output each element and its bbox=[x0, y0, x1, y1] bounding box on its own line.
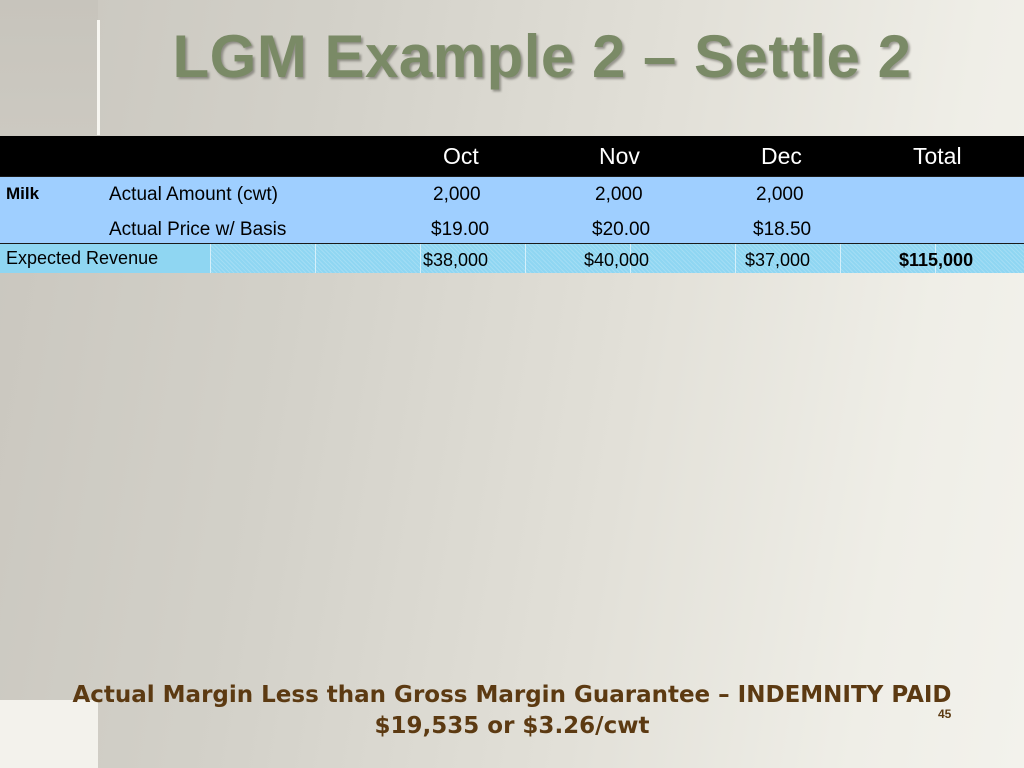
expected-revenue-row: Expected Revenue $38,000 $40,000 $37,000… bbox=[0, 244, 1024, 273]
header-oct: Oct bbox=[443, 143, 479, 169]
cell-price-nov: $20.00 bbox=[592, 219, 651, 240]
column-divider bbox=[630, 244, 631, 273]
table-header-row: Oct Nov Dec Total bbox=[0, 136, 1024, 176]
cell-amount-dec: 2,000 bbox=[756, 184, 804, 205]
cell-revenue-oct: $38,000 bbox=[423, 250, 489, 270]
header-nov: Nov bbox=[599, 143, 640, 169]
cell-amount-oct: 2,000 bbox=[433, 184, 481, 205]
revenue-label-cell bbox=[0, 244, 210, 273]
cell-price-dec: $18.50 bbox=[753, 219, 812, 240]
footer-indemnity-line: Actual Margin Less than Gross Margin Gua… bbox=[72, 682, 952, 708]
cell-revenue-dec: $37,000 bbox=[745, 250, 811, 270]
column-divider bbox=[210, 244, 211, 273]
column-divider bbox=[525, 244, 526, 273]
header-dec: Dec bbox=[761, 143, 802, 169]
header-total: Total bbox=[913, 143, 962, 169]
footer-amount-line: $19,535 or $3.26/cwt bbox=[374, 713, 650, 739]
column-divider bbox=[315, 244, 316, 273]
left-decor-band bbox=[0, 0, 98, 135]
row-label-expected-revenue: Expected Revenue bbox=[6, 248, 159, 268]
column-divider bbox=[420, 244, 421, 273]
section-label-milk: Milk bbox=[6, 184, 40, 203]
cell-revenue-total: $115,000 bbox=[899, 250, 974, 270]
revenue-table: Oct Nov Dec Total Milk Actual Amount (cw… bbox=[0, 136, 1024, 273]
row-label-actual-price: Actual Price w/ Basis bbox=[109, 219, 287, 240]
milk-section: Milk Actual Amount (cwt) 2,000 2,000 2,0… bbox=[0, 176, 1024, 244]
decor-vertical-line bbox=[97, 20, 100, 135]
cell-revenue-nov: $40,000 bbox=[584, 250, 650, 270]
column-divider bbox=[735, 244, 736, 273]
row-label-actual-amount: Actual Amount (cwt) bbox=[109, 184, 278, 205]
decor-bottom-box bbox=[0, 700, 98, 768]
slide-number: 45 bbox=[938, 707, 952, 721]
column-divider bbox=[840, 244, 841, 273]
slide-title: LGM Example 2 – Settle 2 bbox=[172, 23, 912, 90]
cell-amount-nov: 2,000 bbox=[595, 184, 643, 205]
cell-price-oct: $19.00 bbox=[431, 219, 490, 240]
column-divider bbox=[935, 244, 936, 273]
